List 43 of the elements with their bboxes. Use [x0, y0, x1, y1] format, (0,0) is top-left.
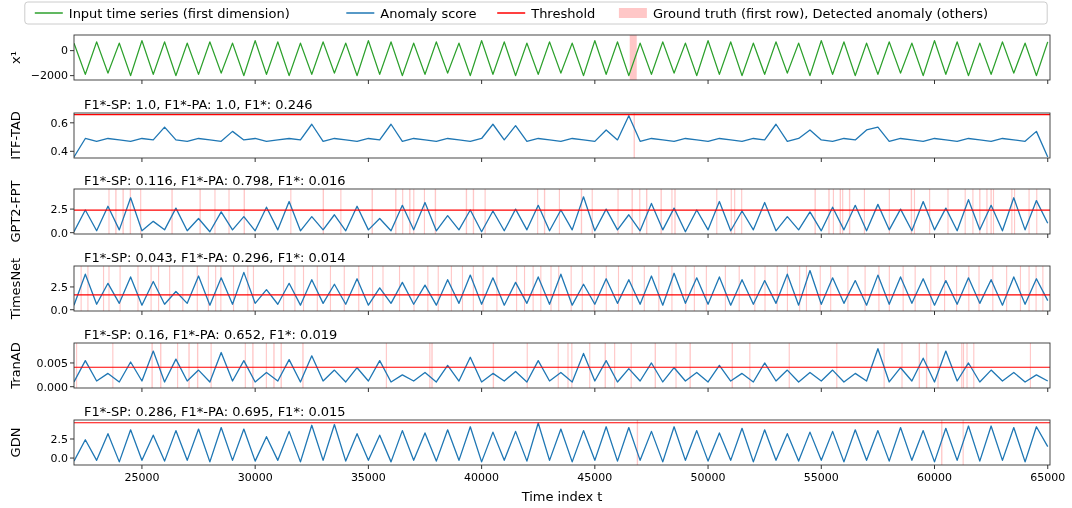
y-tick-label: 0.4	[50, 145, 68, 159]
chart-title: F1*-SP: 0.286, F1*-PA: 0.695, F1*: 0.015	[84, 404, 346, 419]
line-series	[74, 348, 1049, 383]
y-tick-label: 2.5	[50, 202, 68, 216]
x-tick-label: 35000	[350, 471, 386, 484]
x-tick-label: 55000	[803, 471, 839, 484]
y-tick-label: 0.0	[50, 451, 68, 465]
y-tick-label: −2000	[30, 69, 68, 83]
legend-label: Anomaly score	[380, 5, 477, 21]
line-series	[74, 422, 1049, 463]
y-axis-title: ITF-TAD	[8, 111, 23, 160]
y-axis-title: TranAD	[8, 342, 23, 390]
y-tick-label: 0.0	[50, 303, 68, 317]
x-axis-title: Time index t	[520, 489, 603, 504]
y-axis-title: x¹	[8, 51, 23, 64]
y-tick-label: 0.6	[50, 116, 68, 130]
chart-title: F1*-SP: 0.16, F1*-PA: 0.652, F1*: 0.019	[84, 327, 338, 342]
line-series	[74, 269, 1049, 306]
x-tick-label: 60000	[917, 471, 953, 484]
x-tick-label: 25000	[124, 471, 160, 484]
x-tick-label: 40000	[464, 471, 500, 484]
y-tick-label: 0	[61, 44, 68, 58]
chart-title: F1*-SP: 0.116, F1*-PA: 0.798, F1*: 0.016	[84, 173, 346, 188]
y-axis-title: GPT2-FPT	[8, 180, 23, 243]
y-tick-label: 0.005	[36, 356, 68, 370]
y-tick-label: 2.5	[50, 432, 68, 446]
x-tick-label: 45000	[577, 471, 613, 484]
y-tick-label: 0.0	[50, 226, 68, 240]
y-tick-label: 0.000	[36, 380, 68, 394]
y-axis-title: TimesNet	[8, 257, 23, 321]
chart-title: F1*-SP: 1.0, F1*-PA: 1.0, F1*: 0.246	[84, 97, 313, 112]
chart-title: F1*-SP: 0.043, F1*-PA: 0.296, F1*: 0.014	[84, 250, 346, 265]
x-tick-label: 65000	[1030, 471, 1066, 484]
legend-label: Ground truth (first row), Detected anomaly (others)	[652, 5, 989, 21]
x-tick-label: 50000	[690, 471, 726, 484]
line-series	[74, 39, 1049, 77]
y-tick-label: 2.5	[50, 280, 68, 294]
legend-label: Input time series (first dimension)	[68, 5, 290, 21]
x-tick-label: 30000	[237, 471, 273, 484]
line-series	[74, 115, 1049, 158]
y-axis-title: GDN	[8, 427, 23, 458]
legend-label: Threshold	[530, 5, 596, 21]
line-series	[74, 196, 1049, 233]
